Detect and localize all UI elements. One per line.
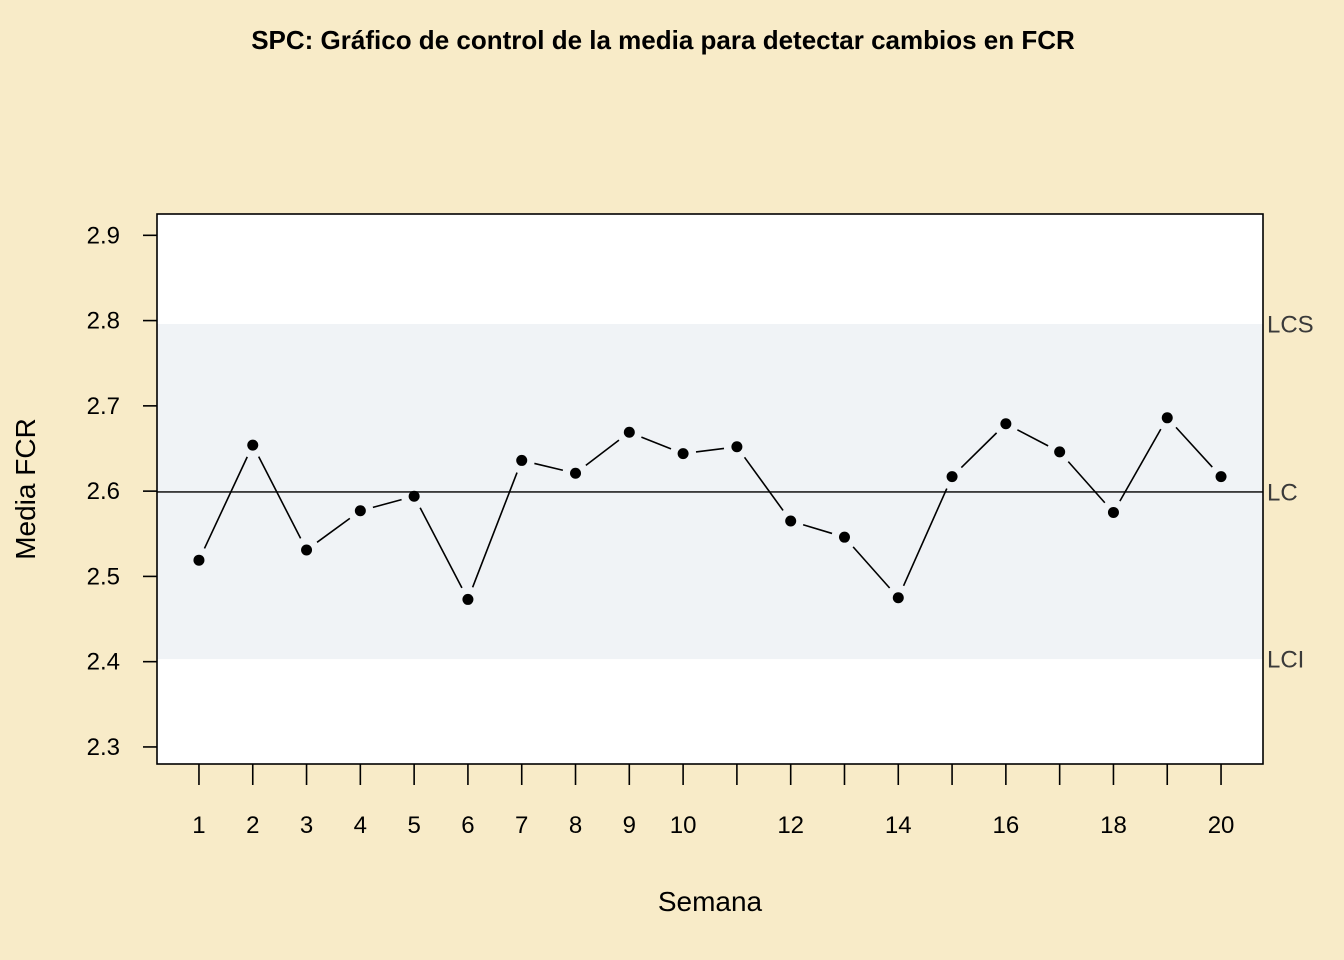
data-point: [731, 441, 743, 453]
series-segment: [471, 472, 518, 588]
series-segment: [902, 488, 948, 587]
y-tick-label: 2.7: [87, 393, 120, 420]
x-tick-label: 4: [354, 812, 367, 839]
data-point: [193, 554, 205, 566]
data-point: [301, 544, 313, 556]
data-point: [516, 454, 528, 466]
x-tick-label: 6: [461, 812, 474, 839]
y-tick-label: 2.5: [87, 563, 120, 590]
chart-title: SPC: Gráfico de control de la media para…: [251, 25, 1075, 55]
y-tick-label: 2.9: [87, 222, 120, 249]
y-axis-title: Media FCR: [10, 418, 41, 560]
series-segment: [852, 546, 891, 589]
x-tick-label: 14: [885, 812, 912, 839]
data-point: [354, 505, 366, 517]
data-point: [677, 448, 689, 460]
lcs-label: LCS: [1267, 311, 1314, 338]
data-point: [1107, 506, 1119, 518]
series-segment: [1119, 428, 1162, 502]
x-tick-label: 7: [515, 812, 528, 839]
x-tick-label: 5: [407, 812, 420, 839]
series-segment: [203, 456, 248, 549]
x-tick-label: 12: [777, 812, 804, 839]
series-segment: [695, 447, 725, 453]
data-point: [1161, 412, 1173, 424]
data-point: [247, 439, 259, 451]
data-point: [462, 593, 474, 605]
y-tick-label: 2.6: [87, 478, 120, 505]
series-segment: [419, 507, 463, 589]
series-segment: [1067, 461, 1106, 504]
series-segment: [960, 432, 998, 469]
series-segment: [316, 517, 351, 543]
series-segment: [802, 523, 833, 535]
lci-label: LCI: [1267, 646, 1304, 673]
y-axis: 2.3 2.4 2.5 2.6 2.7 2.8 2.9: [87, 222, 157, 761]
y-tick-label: 2.3: [87, 734, 120, 761]
data-point: [1000, 418, 1012, 430]
y-tick-label: 2.8: [87, 308, 120, 335]
data-point: [838, 531, 850, 543]
x-axis-title: Semana: [658, 886, 763, 917]
data-point: [408, 490, 420, 502]
series-line: [203, 426, 1213, 589]
data-point: [892, 592, 904, 604]
x-tick-label: 18: [1100, 812, 1127, 839]
series-segment: [534, 462, 564, 471]
plot-frame: [156, 213, 1264, 765]
x-tick-label: 2: [246, 812, 259, 839]
series-segment: [1017, 429, 1049, 447]
x-tick-label: 10: [670, 812, 697, 839]
data-point: [623, 426, 635, 438]
x-axis: 1 2 3 4 5 6 7 8 9 10 12 14 16 18 20: [192, 764, 1234, 839]
x-tick-label: 16: [993, 812, 1020, 839]
data-point: [1215, 471, 1227, 483]
data-point: [946, 471, 958, 483]
series-segment: [1175, 426, 1213, 468]
y-tick-label: 2.4: [87, 649, 120, 676]
lc-label: LC: [1267, 479, 1298, 506]
series-segment: [372, 498, 402, 509]
x-tick-label: 8: [569, 812, 582, 839]
data-point: [570, 467, 582, 479]
series-segment: [743, 456, 784, 511]
data-point: [785, 515, 797, 527]
x-tick-label: 20: [1208, 812, 1235, 839]
data-point: [1054, 446, 1066, 458]
series-points: [193, 412, 1227, 605]
series-segment: [641, 436, 672, 450]
x-tick-label: 9: [623, 812, 636, 839]
x-tick-label: 3: [300, 812, 313, 839]
series-segment: [257, 456, 302, 539]
x-tick-label: 1: [192, 812, 205, 839]
series-segment: [585, 439, 620, 466]
